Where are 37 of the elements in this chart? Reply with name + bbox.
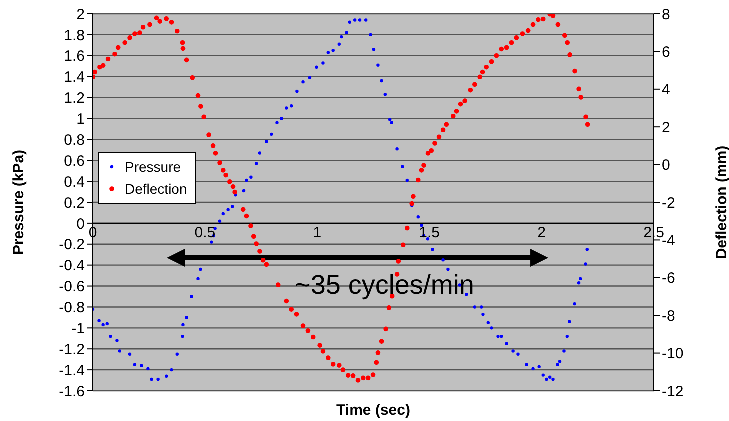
y-tick-label: -1.6 [59,383,85,400]
y-tick-label: 1.8 [64,27,85,44]
legend-label: Pressure [125,159,182,175]
y-tick-label: 2 [76,6,85,24]
y2-tick-label: 0 [662,157,670,174]
y-axis-title: Pressure (kPa) [10,150,28,256]
legend-label: Deflection [125,181,188,197]
y-tick-label: -0.4 [59,258,85,275]
y2-tick-label: -10 [662,346,684,363]
y-tick-label: 0.8 [64,132,85,149]
y-tick-label: -0.2 [59,236,85,254]
y-tick-label: 0.6 [64,152,85,170]
y-tick-label: -1.2 [59,341,85,358]
y-tick-label: -1 [72,320,85,338]
y-tick-label: -0.6 [59,278,85,296]
y-tick-label: 1.2 [64,90,85,108]
y2-tick-label: -2 [662,194,676,212]
y-tick-label: 1 [76,111,85,128]
y-tick-label: 0.2 [64,194,85,212]
y2-axis-title: Deflection (mm) [713,146,729,260]
y2-tick-label: -12 [662,383,684,400]
y2-tick-label: 2 [662,119,670,136]
y-tick-label: 0.4 [64,174,85,191]
y2-tick-label: 4 [662,82,670,99]
x-tick-label: 2 [538,224,546,242]
y2-tick-label: -8 [662,308,676,325]
y-tick-label: 1.4 [64,69,85,86]
y-tick-label: -1.4 [59,362,85,380]
y-tick-label: -0.8 [59,300,85,317]
y2-tick-label: -6 [662,270,676,288]
y-tick-label: 1.6 [64,48,85,66]
x-tick-label: 1 [313,224,322,242]
x-axis-title: Time (sec) [336,402,410,419]
y2-tick-label: 8 [662,6,670,24]
x-tick-label: 0.5 [194,224,216,242]
y2-tick-label: 6 [662,44,670,62]
x-tick-label: 1.5 [419,224,440,242]
